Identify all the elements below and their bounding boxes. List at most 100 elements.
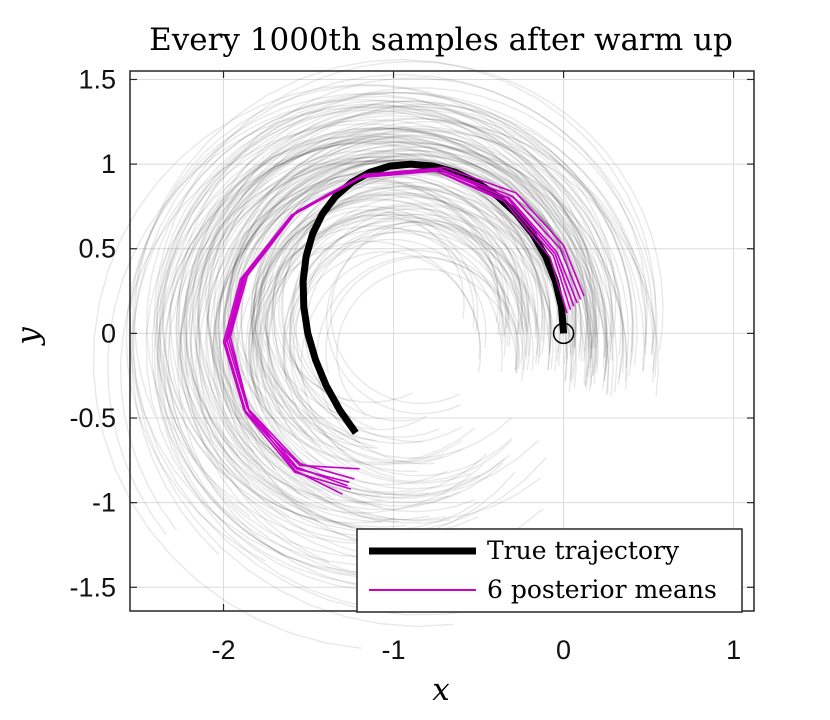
sample-trajectory — [277, 214, 475, 403]
sample-trajectory — [145, 118, 598, 586]
x-tick-label: 1 — [726, 635, 741, 665]
sample-trajectory — [315, 255, 518, 465]
legend-box — [356, 528, 743, 613]
sample-trajectory — [169, 105, 592, 444]
sample-trajectory — [162, 104, 594, 410]
y-axis-ticks: 1.5 1 0.5 0 -0.5 -1 -1.5 — [69, 64, 754, 602]
sample-trajectory — [240, 174, 524, 437]
sample-trajectory — [218, 177, 528, 469]
sample-trajectory — [217, 125, 614, 418]
sample-trajectory — [156, 92, 634, 430]
sample-trajectory — [168, 133, 593, 524]
sample-trajectory — [214, 121, 658, 470]
sample-trajectory — [214, 168, 562, 521]
sample-trajectory — [289, 213, 503, 405]
sample-trajectory — [206, 128, 560, 499]
sample-trajectory — [130, 91, 635, 556]
sample-trajectory — [267, 204, 573, 497]
sample-trajectory — [125, 98, 589, 562]
y-tick-label: -0.5 — [69, 403, 116, 433]
sample-trajectory — [232, 179, 507, 466]
x-axis-label: x — [432, 672, 450, 708]
sample-trajectories — [92, 58, 664, 649]
sample-trajectory — [158, 91, 647, 580]
sample-trajectory — [167, 160, 573, 558]
chart-title: Every 1000th samples after warm up — [149, 22, 733, 58]
y-tick-label: 0 — [101, 318, 116, 348]
sample-trajectory — [158, 109, 567, 480]
sample-trajectory — [119, 123, 595, 531]
sample-trajectory — [252, 153, 577, 442]
sample-trajectory — [161, 99, 615, 523]
sample-trajectory — [184, 114, 608, 523]
sample-trajectory — [207, 126, 607, 497]
sample-trajectory — [197, 142, 530, 469]
y-tick-label: -1 — [92, 488, 116, 518]
sample-trajectory — [222, 152, 582, 521]
sample-trajectory — [107, 106, 608, 536]
sample-trajectory — [273, 181, 552, 459]
sample-trajectory — [229, 130, 589, 452]
sample-trajectory — [175, 126, 593, 514]
x-tick-label: -1 — [382, 635, 406, 665]
legend-label-true-trajectory: True trajectory — [487, 536, 680, 565]
sample-trajectory — [265, 164, 590, 463]
sample-trajectory — [250, 217, 519, 477]
sample-trajectory — [155, 103, 573, 538]
sample-trajectory — [270, 191, 520, 445]
x-tick-label: -2 — [212, 635, 236, 665]
sample-trajectory — [257, 176, 523, 352]
sample-trajectory — [330, 219, 524, 404]
sample-trajectory — [259, 211, 535, 447]
sample-trajectory — [268, 205, 532, 448]
sample-trajectory — [175, 100, 638, 564]
sample-trajectory — [156, 128, 618, 578]
sample-trajectory — [260, 166, 544, 417]
sample-trajectory — [206, 158, 560, 511]
sample-trajectory — [336, 268, 518, 416]
sample-trajectory — [213, 103, 648, 508]
sample-trajectory — [304, 221, 541, 430]
sample-trajectory — [280, 184, 528, 418]
true-trajectory-line — [299, 160, 568, 435]
sample-trajectory — [210, 172, 550, 462]
sample-trajectory — [134, 84, 597, 417]
sample-trajectory — [216, 142, 628, 440]
sample-trajectory — [300, 249, 520, 479]
sample-trajectory — [218, 166, 597, 535]
x-tick-label: 0 — [556, 635, 571, 665]
sample-trajectory — [258, 194, 507, 347]
sample-trajectory — [252, 198, 504, 349]
sample-trajectory — [195, 130, 660, 564]
sample-trajectory — [212, 149, 629, 534]
sample-trajectory — [92, 83, 624, 649]
sample-trajectory — [211, 165, 610, 531]
sample-trajectory — [229, 159, 544, 464]
sample-trajectory — [197, 127, 588, 453]
y-tick-label: 1 — [101, 149, 116, 179]
sample-trajectory — [129, 93, 596, 574]
sample-trajectory — [302, 207, 526, 348]
sample-trajectory — [156, 140, 590, 593]
sample-trajectory — [255, 227, 525, 496]
sample-trajectory — [131, 58, 657, 616]
sample-trajectory — [179, 156, 568, 521]
sample-trajectory — [178, 77, 648, 548]
y-tick-label: 1.5 — [78, 64, 116, 94]
sample-trajectory — [182, 105, 613, 376]
sample-trajectory — [249, 240, 482, 413]
sample-trajectory — [158, 136, 610, 556]
sample-trajectory — [184, 140, 608, 581]
posterior-mean-line — [224, 170, 572, 484]
sample-trajectory — [146, 95, 613, 545]
y-tick-label: -1.5 — [69, 572, 116, 602]
legend-label-posterior-means: 6 posterior means — [487, 575, 717, 604]
sample-trajectory — [282, 213, 557, 483]
sample-trajectory — [190, 117, 630, 560]
sample-trajectory — [204, 110, 598, 437]
y-axis-label: y — [10, 327, 46, 347]
sample-trajectory — [260, 202, 575, 513]
sample-trajectory — [198, 171, 552, 485]
sample-trajectory — [162, 137, 614, 579]
sample-trajectory — [180, 135, 597, 518]
